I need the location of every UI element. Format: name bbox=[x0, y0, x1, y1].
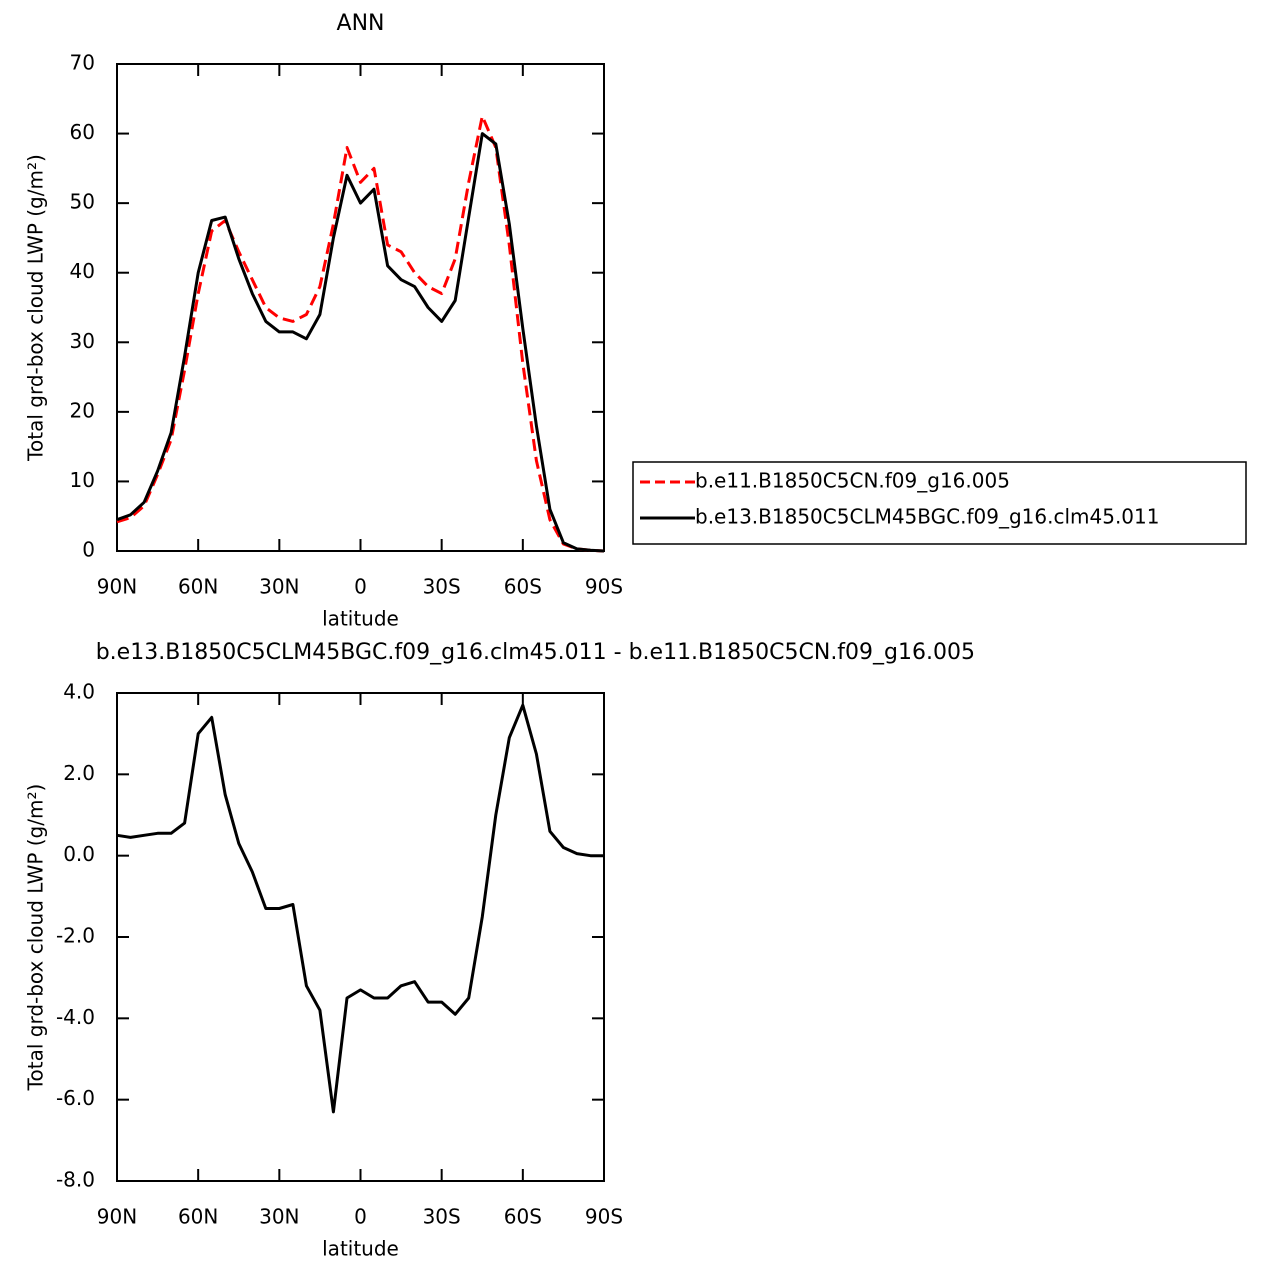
legend-box bbox=[632, 461, 1247, 545]
y-tick-label: -2.0 bbox=[56, 924, 95, 948]
x-axis-label: latitude bbox=[322, 1237, 399, 1261]
plot-frame bbox=[116, 692, 605, 1182]
x-tick-label: 60S bbox=[504, 1205, 542, 1229]
y-tick-label: 50 bbox=[70, 190, 95, 214]
chart-title: ANN bbox=[337, 11, 385, 36]
y-tick-label: 20 bbox=[70, 398, 95, 422]
x-tick-label: 90N bbox=[97, 575, 137, 599]
x-tick-label: 90S bbox=[585, 1205, 623, 1229]
x-tick-label: 90N bbox=[97, 1205, 137, 1229]
y-tick-label: 0 bbox=[82, 538, 95, 562]
x-axis-label: latitude bbox=[322, 607, 399, 631]
y-tick-label: 60 bbox=[70, 120, 95, 144]
y-tick-label: 40 bbox=[70, 259, 95, 283]
x-tick-label: 30S bbox=[423, 575, 461, 599]
x-tick-label: 30N bbox=[259, 575, 299, 599]
x-tick-label: 0 bbox=[354, 575, 367, 599]
y-tick-label: -6.0 bbox=[56, 1086, 95, 1110]
y-tick-label: 4.0 bbox=[63, 680, 95, 704]
plot-frame bbox=[116, 63, 605, 552]
x-tick-label: 0 bbox=[354, 1205, 367, 1229]
y-axis-label: Total grd-box cloud LWP (g/m²) bbox=[24, 154, 48, 462]
y-tick-label: -8.0 bbox=[56, 1168, 95, 1192]
y-tick-label: 2.0 bbox=[63, 761, 95, 785]
x-tick-label: 90S bbox=[585, 575, 623, 599]
y-tick-label: 0.0 bbox=[63, 842, 95, 866]
x-tick-label: 60S bbox=[504, 575, 542, 599]
x-tick-label: 30S bbox=[423, 1205, 461, 1229]
legend-label: b.e11.B1850C5CN.f09_g16.005 bbox=[695, 469, 1010, 493]
y-axis-label: Total grd-box cloud LWP (g/m²) bbox=[24, 784, 48, 1092]
y-tick-label: 70 bbox=[70, 51, 95, 75]
y-tick-label: 10 bbox=[70, 468, 95, 492]
x-tick-label: 60N bbox=[178, 575, 218, 599]
y-tick-label: -4.0 bbox=[56, 1005, 95, 1029]
chart-title: b.e13.B1850C5CLM45BGC.f09_g16.clm45.011 … bbox=[96, 640, 975, 665]
data-line bbox=[116, 114, 605, 553]
x-tick-label: 30N bbox=[259, 1205, 299, 1229]
x-tick-label: 60N bbox=[178, 1205, 218, 1229]
data-line bbox=[116, 703, 604, 1114]
legend-label: b.e13.B1850C5CLM45BGC.f09_g16.clm45.011 bbox=[695, 505, 1159, 529]
data-line bbox=[116, 132, 605, 553]
y-tick-label: 30 bbox=[70, 329, 95, 353]
